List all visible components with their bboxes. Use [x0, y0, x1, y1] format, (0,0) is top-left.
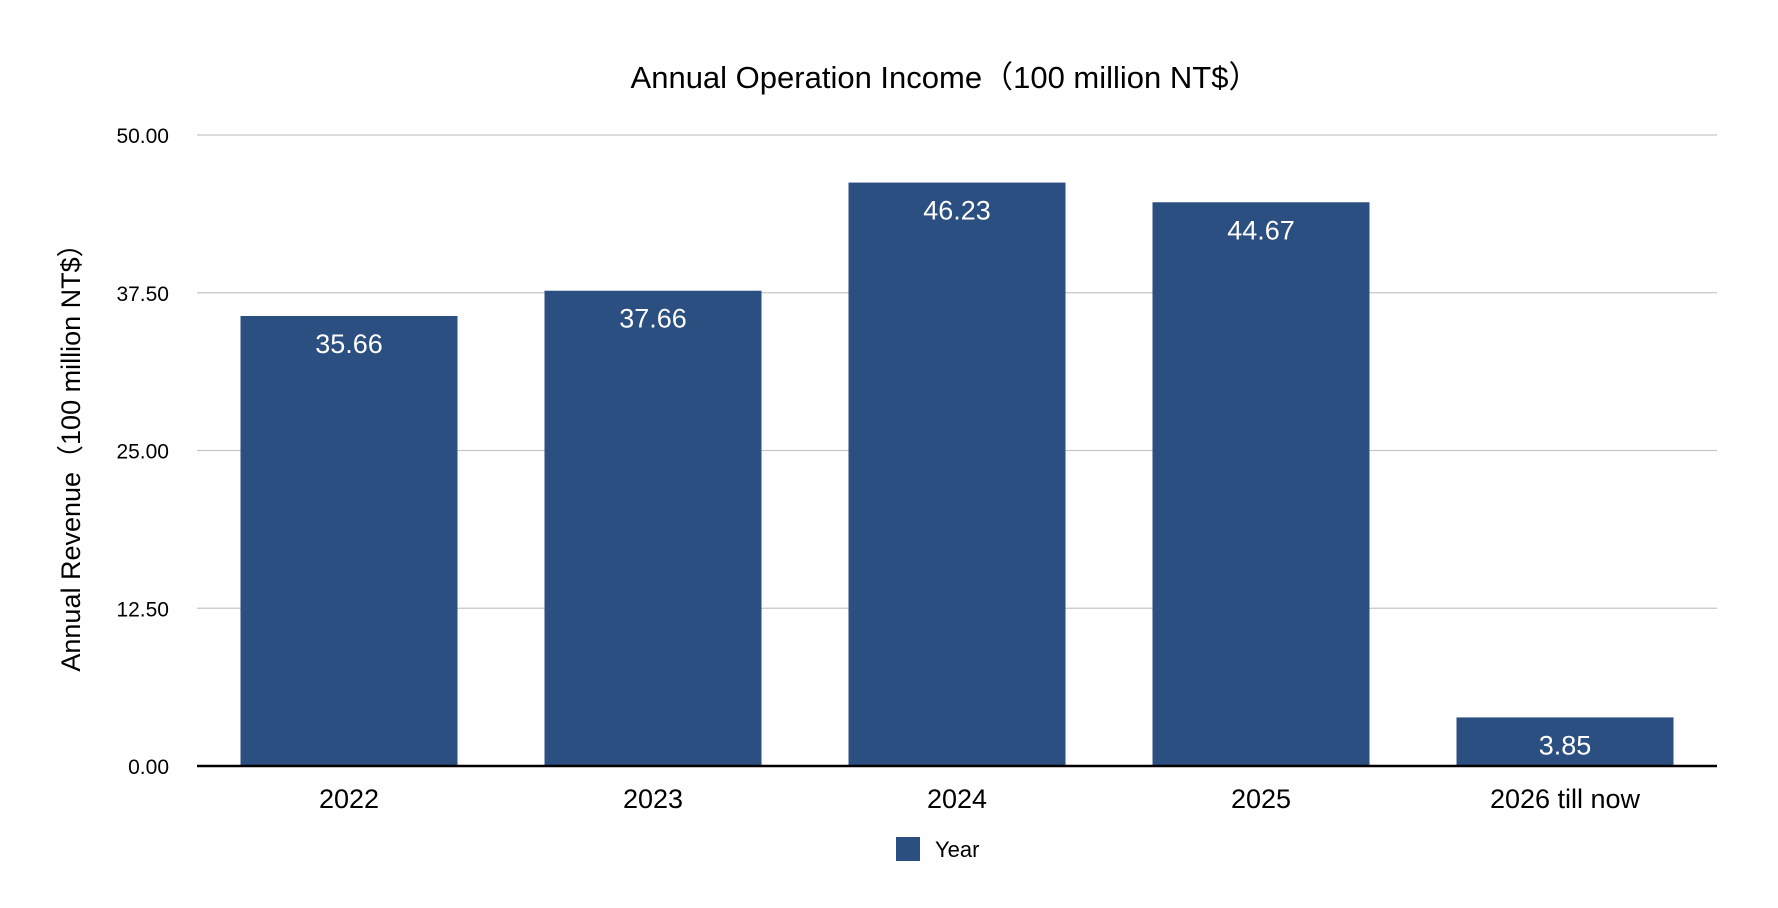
bar — [1456, 717, 1674, 766]
y-tick-label: 25.00 — [116, 441, 169, 464]
legend: Year — [896, 837, 979, 862]
bar — [848, 182, 1066, 766]
data-label: 37.66 — [619, 304, 687, 334]
bar — [240, 315, 458, 766]
x-tick-label: 2025 — [1231, 784, 1291, 814]
data-label: 3.85 — [1539, 730, 1592, 760]
data-label: 35.66 — [315, 329, 383, 359]
data-label: 44.67 — [1227, 215, 1295, 245]
bar — [1152, 202, 1370, 767]
x-tick-label: 2026 till now — [1490, 784, 1641, 814]
x-tick-label: 2022 — [319, 784, 379, 814]
y-tick-label: 12.50 — [116, 598, 169, 621]
x-tick-label: 2024 — [927, 784, 987, 814]
x-tick-label: 2023 — [623, 784, 683, 814]
data-label: 46.23 — [923, 196, 991, 226]
legend-swatch — [896, 837, 920, 861]
y-tick-label: 50.00 — [116, 125, 169, 148]
bar — [544, 290, 762, 766]
legend-label: Year — [935, 837, 979, 862]
y-axis-label: Annual Revenue（100 million NT$） — [56, 230, 86, 671]
y-tick-label: 37.50 — [116, 283, 169, 306]
chart-title: Annual Operation Income（100 million NT$） — [631, 60, 1260, 95]
y-tick-label: 0.00 — [128, 756, 169, 779]
